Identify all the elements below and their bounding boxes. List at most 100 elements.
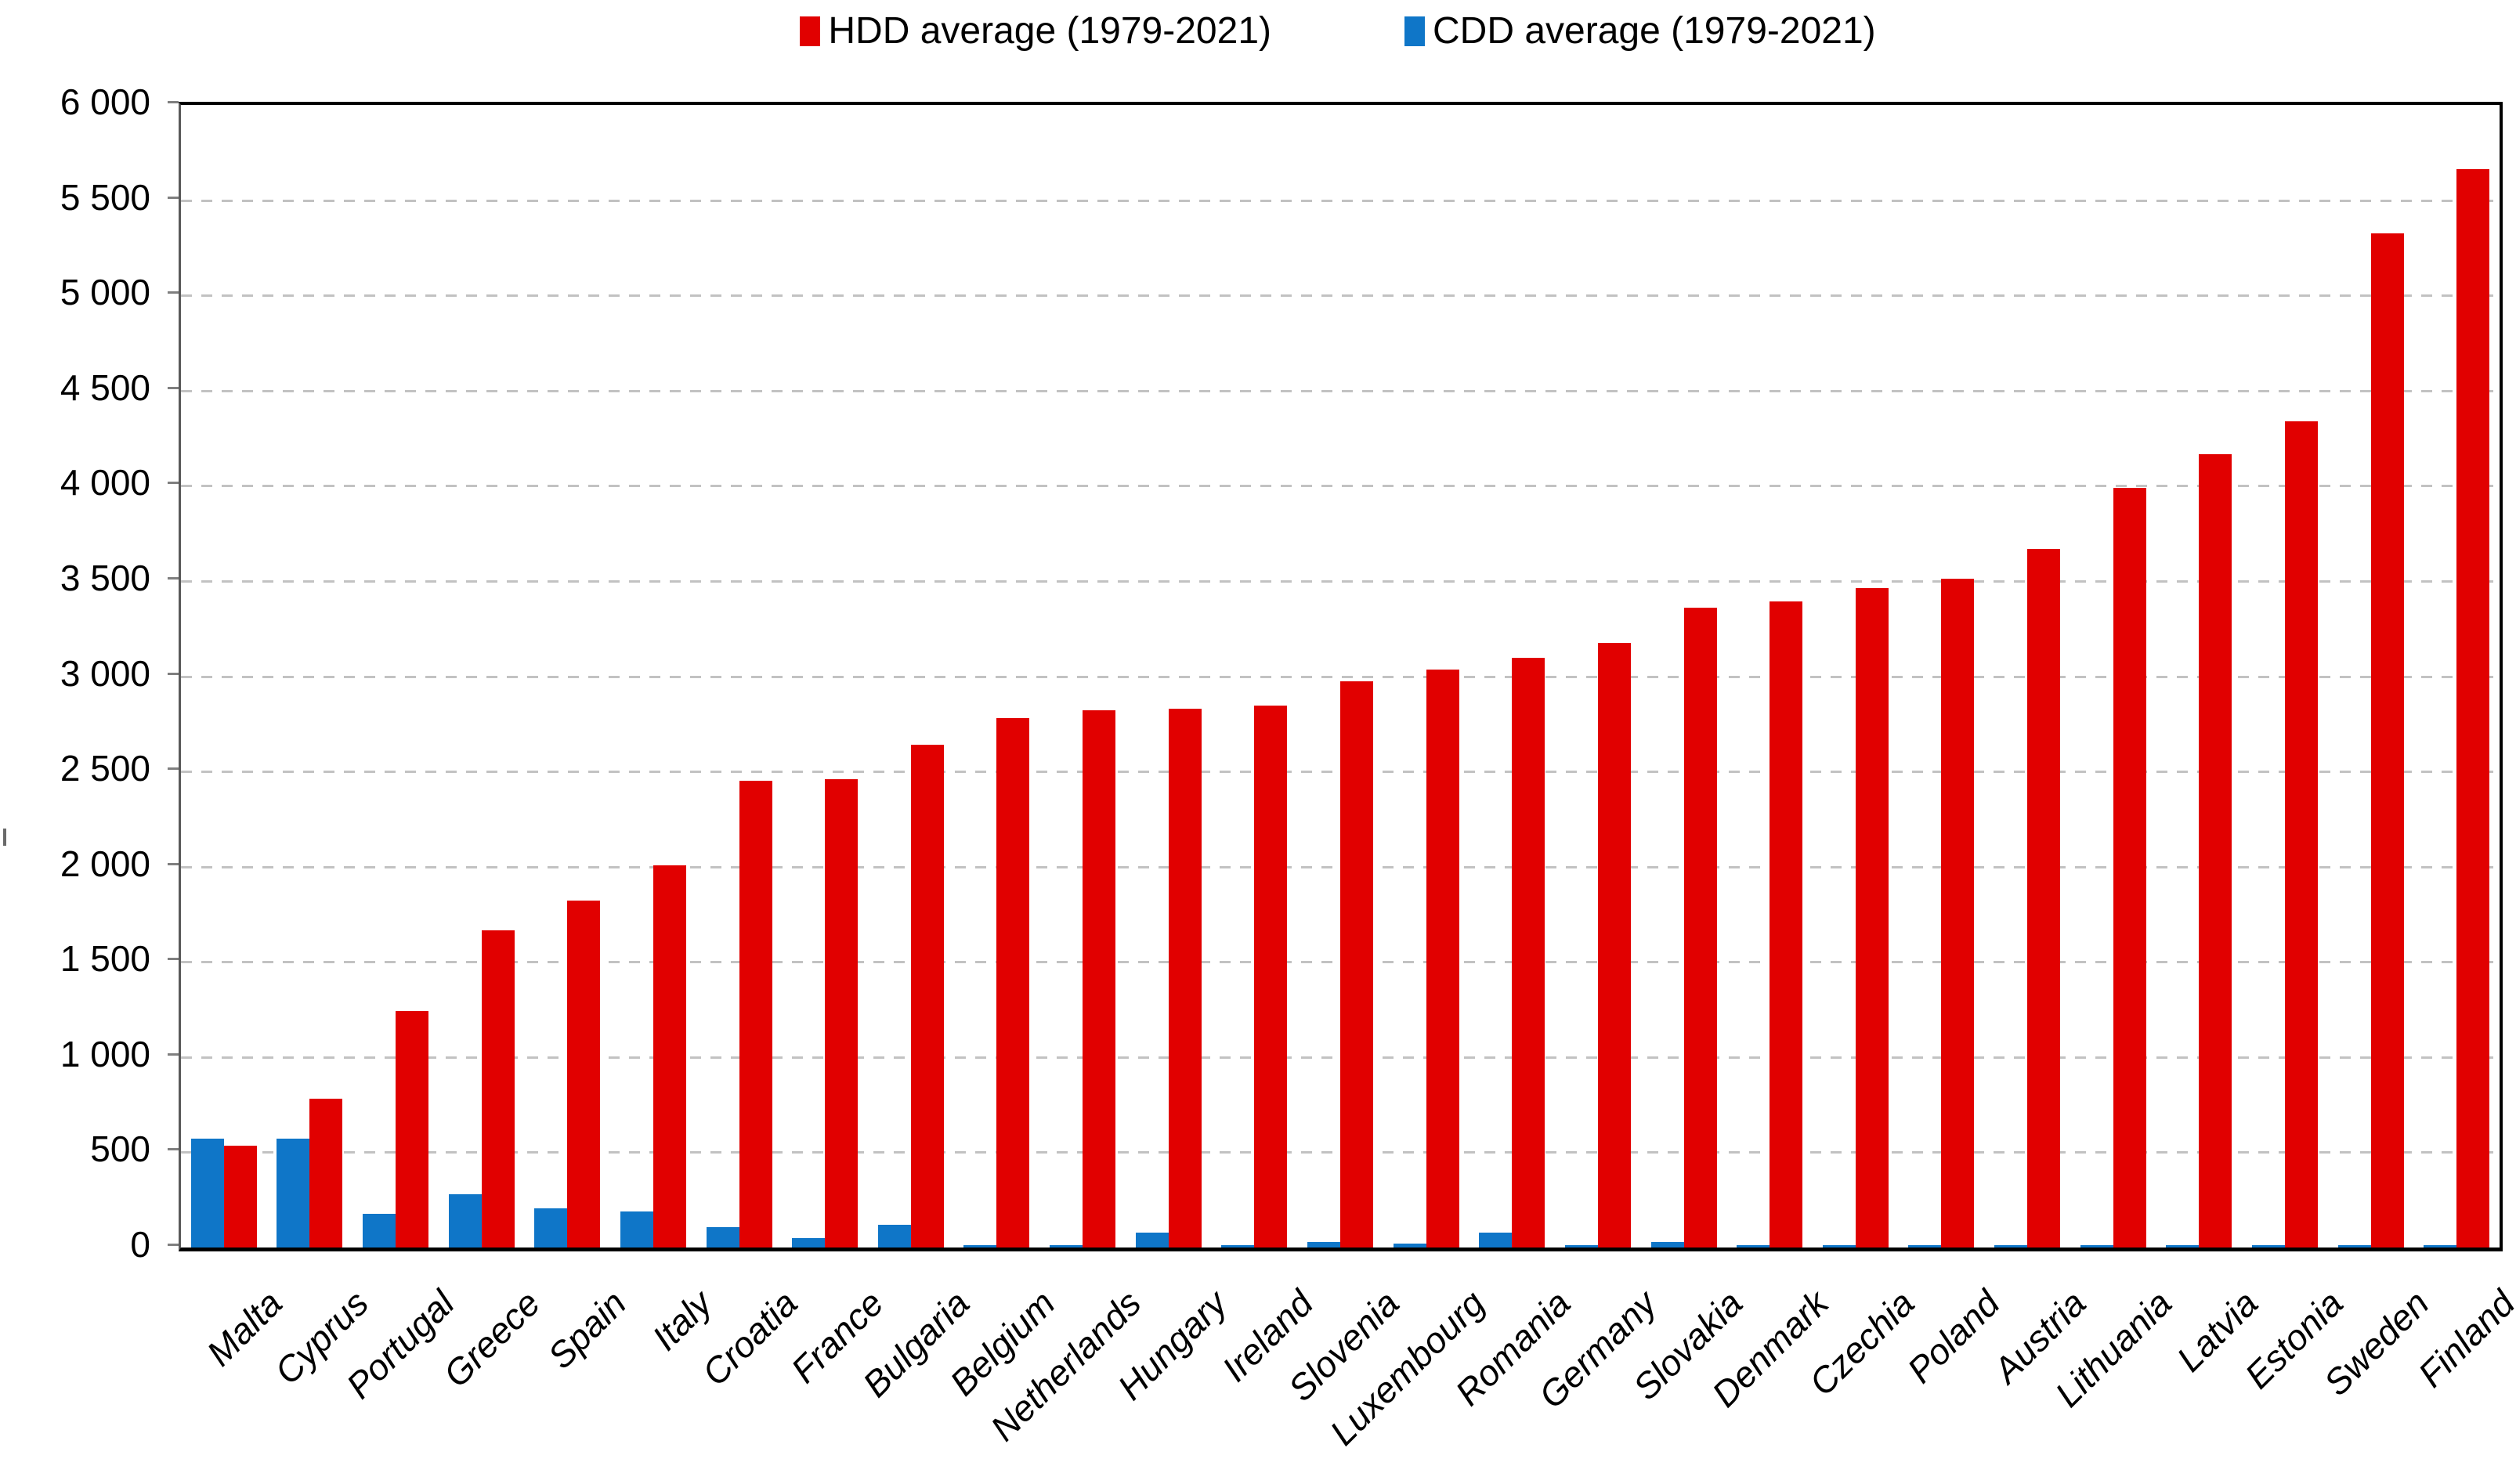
cdd-bar-italy xyxy=(620,1211,653,1247)
gridline-4500 xyxy=(181,389,2500,392)
hdd-bar-denmark xyxy=(1770,601,1803,1247)
bar-group-czechia xyxy=(1813,105,1899,1247)
y-axis-label-2500: 2 500 xyxy=(60,748,150,789)
bar-group-france xyxy=(782,105,868,1247)
hdd-bar-bulgaria xyxy=(910,745,944,1247)
bar-group-slovakia xyxy=(1641,105,1727,1247)
cdd-bar-slovenia xyxy=(1307,1242,1340,1247)
y-axis-tick xyxy=(168,1244,179,1246)
bar-group-greece xyxy=(439,105,525,1247)
x-axis-label-greece: Greece xyxy=(435,1282,548,1396)
hdd-bar-sweden xyxy=(2370,233,2404,1247)
y-axis-label-5500: 5 500 xyxy=(60,176,150,218)
cdd-bar-latvia xyxy=(2166,1245,2200,1247)
cdd-bar-malta xyxy=(190,1139,224,1247)
bar-group-spain xyxy=(525,105,611,1247)
gridline-5000 xyxy=(181,294,2500,298)
hdd-bar-lithuania xyxy=(2113,488,2146,1247)
cdd-bar-belgium xyxy=(963,1245,997,1247)
hdd-bar-portugal xyxy=(396,1011,429,1247)
y-axis-tick xyxy=(168,576,179,580)
cdd-bar-slovakia xyxy=(1650,1242,1684,1247)
bar-group-malta xyxy=(181,105,267,1247)
hdd-legend-marker-icon xyxy=(800,16,821,46)
bar-group-netherlands xyxy=(1039,105,1126,1247)
y-axis-tick xyxy=(168,101,179,103)
hdd-bar-greece xyxy=(481,930,515,1247)
cdd-bar-austria xyxy=(1994,1245,2028,1247)
hdd-bar-romania xyxy=(1512,658,1545,1247)
cdd-bar-ireland xyxy=(1221,1245,1255,1247)
cdd-bar-sweden xyxy=(2337,1245,2371,1247)
axis-title-fragment-artifact xyxy=(3,829,6,846)
cdd-bar-netherlands xyxy=(1050,1245,1083,1247)
hdd-bar-france xyxy=(825,779,859,1247)
y-axis-label-3500: 3 500 xyxy=(60,557,150,598)
cdd-bar-croatia xyxy=(706,1227,739,1247)
bar-group-finland xyxy=(2413,105,2500,1247)
bar-group-slovenia xyxy=(1297,105,1383,1247)
bar-group-germany xyxy=(1555,105,1641,1247)
bar-group-poland xyxy=(1899,105,1985,1247)
hdd-bar-cyprus xyxy=(309,1099,343,1247)
hdd-bar-slovenia xyxy=(1339,681,1373,1247)
y-axis-tick xyxy=(168,862,179,865)
cdd-legend-marker-icon xyxy=(1404,16,1425,46)
bar-group-ireland xyxy=(1212,105,1298,1247)
y-axis-label-4500: 4 500 xyxy=(60,366,150,408)
x-axis-label-poland: Poland xyxy=(1899,1282,2008,1391)
cdd-bar-finland xyxy=(2424,1245,2457,1247)
cdd-bar-poland xyxy=(1908,1245,1942,1247)
legend: HDD average (1979-2021) CDD average (197… xyxy=(179,9,2497,52)
x-axis-label-finland: Finland xyxy=(2410,1282,2516,1396)
cdd-bar-hungary xyxy=(1135,1233,1169,1247)
y-axis-label-500: 500 xyxy=(90,1128,150,1170)
bar-group-bulgaria xyxy=(868,105,954,1247)
y-axis-tick xyxy=(168,1148,179,1151)
hdd-bar-slovakia xyxy=(1683,608,1717,1247)
cdd-bar-spain xyxy=(534,1208,568,1247)
cdd-bar-cyprus xyxy=(277,1139,310,1247)
bar-group-lithuania xyxy=(2070,105,2156,1247)
cdd-bar-denmark xyxy=(1737,1245,1770,1247)
bar-group-hungary xyxy=(1126,105,1212,1247)
cdd-bar-france xyxy=(792,1238,826,1247)
cdd-bar-czechia xyxy=(1822,1245,1856,1247)
y-axis-tick xyxy=(168,958,179,961)
cdd-legend-label: CDD average (1979-2021) xyxy=(1433,10,1876,52)
cdd-bar-greece xyxy=(448,1194,482,1247)
y-axis-tick xyxy=(168,672,179,675)
bar-group-sweden xyxy=(2328,105,2414,1247)
hdd-bar-hungary xyxy=(1168,709,1202,1247)
bar-group-latvia xyxy=(2156,105,2242,1247)
hdd-bar-finland xyxy=(2456,169,2490,1247)
bar-group-luxembourg xyxy=(1383,105,1469,1247)
hdd-bar-italy xyxy=(652,865,686,1247)
y-axis-tick xyxy=(168,1053,179,1056)
y-axis-label-4000: 4 000 xyxy=(60,462,150,504)
cdd-bar-germany xyxy=(1564,1245,1598,1247)
hdd-bar-luxembourg xyxy=(1426,670,1459,1247)
plot-area xyxy=(179,102,2503,1251)
hdd-bar-germany xyxy=(1597,643,1631,1247)
x-axis-label-spain: Spain xyxy=(539,1282,634,1377)
y-axis-label-1500: 1 500 xyxy=(60,938,150,980)
bar-group-austria xyxy=(1984,105,2070,1247)
hdd-bar-spain xyxy=(567,901,601,1247)
gridline-3500 xyxy=(181,580,2500,583)
bar-group-denmark xyxy=(1726,105,1813,1247)
cdd-bar-luxembourg xyxy=(1393,1244,1426,1247)
hdd-bar-netherlands xyxy=(1083,710,1116,1247)
y-axis-label-5000: 5 000 xyxy=(60,272,150,313)
hdd-bar-ireland xyxy=(1254,706,1288,1247)
cdd-bar-romania xyxy=(1479,1233,1513,1247)
bar-group-romania xyxy=(1469,105,1555,1247)
gridline-3000 xyxy=(181,675,2500,678)
y-axis-tick xyxy=(168,291,179,294)
y-axis-label-0: 0 xyxy=(130,1224,150,1265)
hdd-bar-latvia xyxy=(2199,454,2232,1247)
hdd-bar-austria xyxy=(2027,549,2061,1247)
cdd-bar-portugal xyxy=(363,1214,396,1247)
y-axis-tick xyxy=(168,767,179,771)
